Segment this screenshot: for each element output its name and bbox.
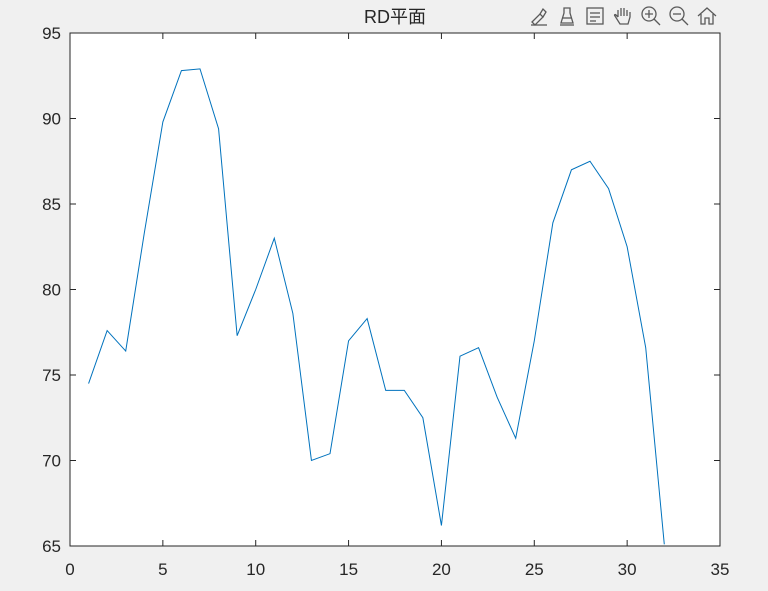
chart-title: RD平面 — [364, 7, 426, 27]
y-tick-label: 95 — [42, 24, 61, 43]
x-tick-label: 25 — [525, 560, 544, 579]
x-tick-label: 15 — [339, 560, 358, 579]
y-tick-label: 75 — [42, 366, 61, 385]
y-tick-label: 90 — [42, 110, 61, 129]
legend-icon — [586, 7, 604, 25]
brush-button[interactable] — [526, 3, 552, 29]
brush-icon — [531, 7, 547, 26]
x-tick-label: 10 — [246, 560, 265, 579]
home-icon — [697, 7, 717, 25]
zoom-out-button[interactable] — [666, 3, 692, 29]
x-tick-label: 35 — [711, 560, 730, 579]
x-axis: 0 5 10 15 20 25 30 35 — [65, 33, 729, 579]
plot-area — [69, 32, 721, 547]
pan-hand-icon — [613, 8, 631, 25]
y-axis: 65 70 75 80 85 90 95 — [42, 24, 720, 556]
y-tick-label: 70 — [42, 452, 61, 471]
x-tick-label: 20 — [432, 560, 451, 579]
zoom-in-icon — [641, 6, 661, 26]
pan-button[interactable] — [610, 3, 636, 29]
x-tick-label: 30 — [618, 560, 637, 579]
x-tick-label: 0 — [65, 560, 74, 579]
series-line — [88, 68, 665, 545]
y-tick-label: 85 — [42, 195, 61, 214]
home-button[interactable] — [694, 3, 720, 29]
x-tick-label: 5 — [158, 560, 167, 579]
axes-toolbar — [526, 2, 720, 30]
y-tick-label: 65 — [42, 537, 61, 556]
data-tips-icon — [560, 7, 574, 26]
legend-button[interactable] — [582, 3, 608, 29]
y-tick-label: 80 — [42, 281, 61, 300]
zoom-in-button[interactable] — [638, 3, 664, 29]
zoom-out-icon — [669, 6, 689, 26]
data-tips-button[interactable] — [554, 3, 580, 29]
